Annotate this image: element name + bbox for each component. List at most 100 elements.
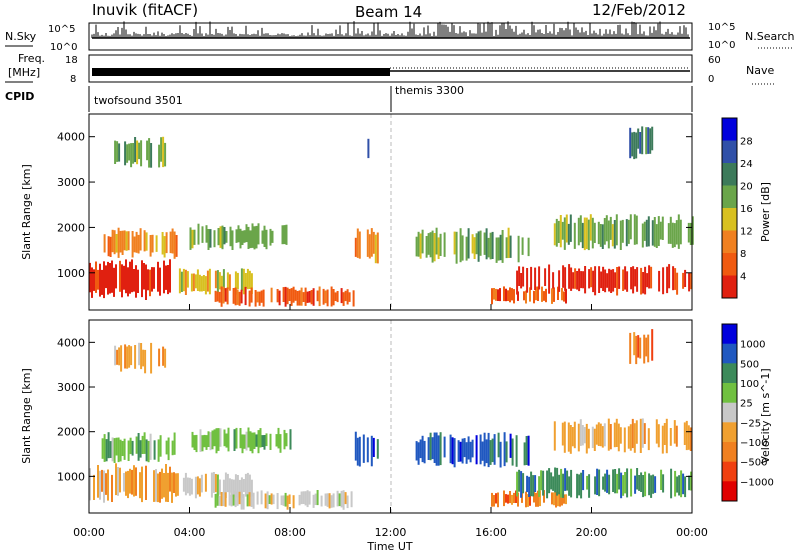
- velocity-cell-1: [135, 436, 138, 454]
- nave-label: Nave: [746, 64, 774, 77]
- velocity-cell-5: [342, 490, 345, 510]
- velocity-colorbar-frame: [721, 323, 738, 502]
- power-colorbar-tick: 20: [740, 182, 753, 193]
- velocity-cell-4: [251, 432, 254, 454]
- nave-tick-bottom: 0: [708, 74, 714, 85]
- power-cell-8: [415, 236, 418, 257]
- velocity-cell-4: [289, 429, 292, 450]
- power-colorbar-swatch: [722, 118, 737, 141]
- velocity-cell-5: [246, 494, 249, 507]
- velocity-cell-0: [101, 469, 103, 492]
- power-cell-9: [507, 290, 509, 301]
- power-colorbar-swatch: [722, 253, 737, 276]
- velocity-cell-9: [562, 473, 565, 498]
- power-cell-0: [149, 269, 151, 297]
- power-cell-10: [600, 271, 603, 289]
- velocity-cell-4: [195, 434, 198, 453]
- velocity-cell-5: [324, 493, 327, 506]
- power-cell-10: [672, 266, 675, 291]
- velocity-cell-1: [141, 435, 144, 454]
- velocity-cell-9: [612, 469, 615, 492]
- xtick-label: 12:00: [375, 526, 407, 539]
- power-cell-2: [148, 138, 151, 168]
- power-cell-1: [155, 235, 158, 252]
- velocity-cell-7: [421, 435, 424, 463]
- power-cell-10: [516, 270, 519, 295]
- velocity-cell-11: [629, 332, 632, 364]
- power-cell-1: [115, 234, 118, 253]
- velocity-cell-10: [561, 422, 564, 446]
- power-cell-10: [602, 266, 605, 291]
- velocity-cell-0: [129, 468, 131, 494]
- power-cell-8: [499, 234, 502, 261]
- velocity-cell-7: [457, 440, 460, 462]
- velocity-cell-10: [689, 427, 692, 451]
- power-cell-11: [643, 221, 646, 241]
- power-cell-1: [103, 234, 106, 253]
- velocity-colorbar-tick: −500: [740, 458, 767, 469]
- velocity-cell-3: [182, 477, 185, 492]
- power-cell-10: [690, 272, 693, 290]
- nsearch-label: N.Search: [745, 30, 795, 43]
- velocity-cell-7: [511, 438, 514, 466]
- power-cell-11: [667, 223, 670, 244]
- power-cell-3: [198, 274, 201, 292]
- power-cell-0: [165, 265, 167, 290]
- velocity-cell-9: [652, 474, 655, 494]
- velocity-cell-8: [491, 492, 493, 507]
- velocity-cell-5: [304, 491, 307, 506]
- velocity-cell-10: [639, 418, 642, 453]
- power-cell-3: [226, 272, 229, 289]
- velocity-cell-11: [639, 337, 642, 359]
- power-cell-0: [133, 269, 135, 292]
- velocity-cell-10: [577, 423, 580, 452]
- velocity-cell-7: [435, 432, 438, 466]
- power-cell-10: [552, 272, 555, 289]
- velocity-cell-1: [121, 441, 124, 456]
- velocity-cell-8: [511, 494, 513, 505]
- power-cell-0: [137, 269, 139, 293]
- velocity-cell-7: [471, 439, 474, 458]
- power-cell-3: [190, 273, 193, 292]
- velocity-cell-10: [581, 425, 584, 446]
- power-cell-3: [214, 270, 217, 289]
- power-cell-11: [635, 215, 638, 245]
- velocity-cell-10: [591, 426, 594, 448]
- velocity-cell-7: [489, 440, 492, 465]
- velocity-cell-10: [583, 427, 586, 444]
- power-cell-10: [610, 269, 613, 293]
- velocity-cell-7: [475, 435, 478, 465]
- velocity-cell-9: [578, 474, 581, 496]
- velocity-cell-4: [223, 429, 226, 447]
- velocity-cell-8: [551, 492, 553, 505]
- velocity-cell-5: [328, 493, 331, 509]
- velocity-cell-10: [587, 428, 590, 449]
- power-cell-10: [666, 266, 669, 294]
- velocity-colorbar: 1000 500 100 25 −25 −100 −500 −1000: [721, 323, 774, 502]
- velocity-cell-10: [615, 418, 618, 447]
- power-cell-4: [237, 225, 240, 243]
- velocity-cell-8: [535, 492, 537, 507]
- power-cell-2: [150, 143, 153, 168]
- power-cell-0: [123, 265, 125, 290]
- power-cell-3: [216, 270, 219, 292]
- velocity-cell-9: [618, 468, 621, 490]
- velocity-cell-0: [103, 470, 105, 503]
- velocity-colorbar-swatch: [722, 383, 737, 404]
- velocity-cell-1: [131, 440, 134, 456]
- power-cell-1: [139, 228, 142, 251]
- velocity-cell-2: [140, 343, 143, 370]
- velocity-colorbar-tick: 25: [740, 399, 753, 410]
- power-cell-10: [572, 272, 575, 289]
- velocity-ytick-label: 2000: [57, 426, 85, 439]
- velocity-cell-1: [117, 437, 120, 463]
- velocity-cell-5: [268, 495, 271, 504]
- velocity-cell-5: [222, 492, 225, 506]
- power-cell-8: [421, 229, 424, 254]
- velocity-cell-1: [127, 440, 130, 461]
- velocity-cell-4: [191, 431, 194, 448]
- power-cell-12: [645, 127, 648, 155]
- power-cell-4: [191, 229, 194, 249]
- velocity-cell-1: [143, 432, 146, 454]
- velocity-cell-0: [153, 470, 155, 502]
